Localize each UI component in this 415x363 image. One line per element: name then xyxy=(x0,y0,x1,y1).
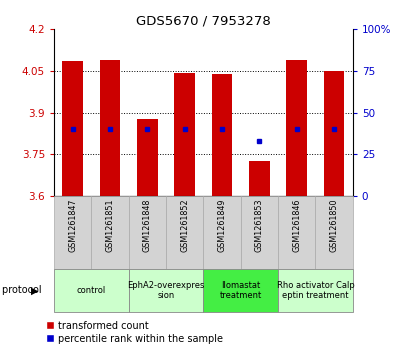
Bar xyxy=(286,60,307,196)
Text: GSM1261853: GSM1261853 xyxy=(255,198,264,252)
Bar xyxy=(137,119,158,196)
Bar xyxy=(324,71,344,196)
Bar xyxy=(100,60,120,196)
Text: GSM1261847: GSM1261847 xyxy=(68,198,77,252)
Text: EphA2-overexpres
sion: EphA2-overexpres sion xyxy=(127,281,205,300)
Bar xyxy=(129,196,166,269)
Legend: transformed count, percentile rank within the sample: transformed count, percentile rank withi… xyxy=(46,321,223,344)
Bar xyxy=(249,161,270,196)
Text: GSM1261846: GSM1261846 xyxy=(292,198,301,252)
Bar xyxy=(166,196,203,269)
Bar xyxy=(174,73,195,196)
Text: Ilomastat
treatment: Ilomastat treatment xyxy=(220,281,262,300)
Bar xyxy=(315,196,353,269)
Text: GSM1261852: GSM1261852 xyxy=(180,198,189,252)
Bar xyxy=(62,61,83,196)
Bar xyxy=(278,196,315,269)
Text: protocol: protocol xyxy=(2,285,45,295)
Bar xyxy=(241,196,278,269)
Text: GSM1261851: GSM1261851 xyxy=(105,198,115,252)
Bar xyxy=(203,196,241,269)
Bar xyxy=(203,269,278,312)
Title: GDS5670 / 7953278: GDS5670 / 7953278 xyxy=(136,15,271,28)
Text: GSM1261849: GSM1261849 xyxy=(217,198,227,252)
Bar xyxy=(54,269,129,312)
Text: GSM1261850: GSM1261850 xyxy=(330,198,339,252)
Bar xyxy=(278,269,353,312)
Bar xyxy=(91,196,129,269)
Bar xyxy=(54,196,91,269)
Text: control: control xyxy=(77,286,106,295)
Bar xyxy=(129,269,203,312)
Text: ▶: ▶ xyxy=(31,285,39,295)
Text: GSM1261848: GSM1261848 xyxy=(143,198,152,252)
Text: Rho activator Calp
eptin treatment: Rho activator Calp eptin treatment xyxy=(276,281,354,300)
Bar xyxy=(212,74,232,196)
